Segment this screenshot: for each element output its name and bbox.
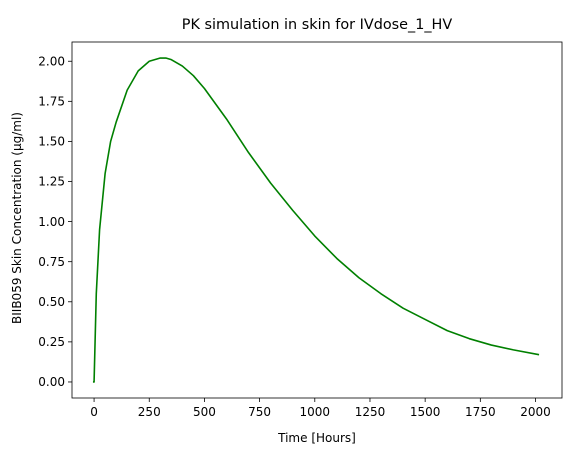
axes-frame — [71, 41, 563, 399]
x-tick-label: 0 — [90, 405, 98, 419]
x-tick-label: 2000 — [520, 405, 551, 419]
x-tick-label: 1750 — [465, 405, 496, 419]
x-tick-label: 250 — [138, 405, 161, 419]
x-tick-label: 500 — [193, 405, 216, 419]
x-tick-label: 1250 — [355, 405, 386, 419]
x-tick-label: 750 — [248, 405, 271, 419]
x-tick-label: 1500 — [410, 405, 441, 419]
plot-area: 0 250 500 750 1000 1250 1500 1750 2000 0.00 0.25 0.… — [38, 41, 563, 419]
y-tick-label: 0.75 — [38, 255, 65, 269]
x-tick-label: 1000 — [300, 405, 331, 419]
y-tick-label: 0.25 — [38, 335, 65, 349]
x-axis-label: Time [Hours] — [277, 431, 356, 445]
y-tick-label: 1.25 — [38, 175, 65, 189]
y-tick-label: 2.00 — [38, 54, 65, 68]
y-tick-label: 0.50 — [38, 295, 65, 309]
y-tick-label: 1.50 — [38, 135, 65, 149]
y-tick-label: 1.75 — [38, 95, 65, 109]
series-line-0 — [92, 57, 540, 383]
y-tick-label: 0.00 — [38, 375, 65, 389]
chart-title: PK simulation in skin for IVdose_1_HV — [182, 17, 453, 33]
y-tick-label: 1.00 — [38, 215, 65, 229]
y-axis-label: BIIB059 Skin Concentration (µg/ml) — [10, 112, 24, 324]
